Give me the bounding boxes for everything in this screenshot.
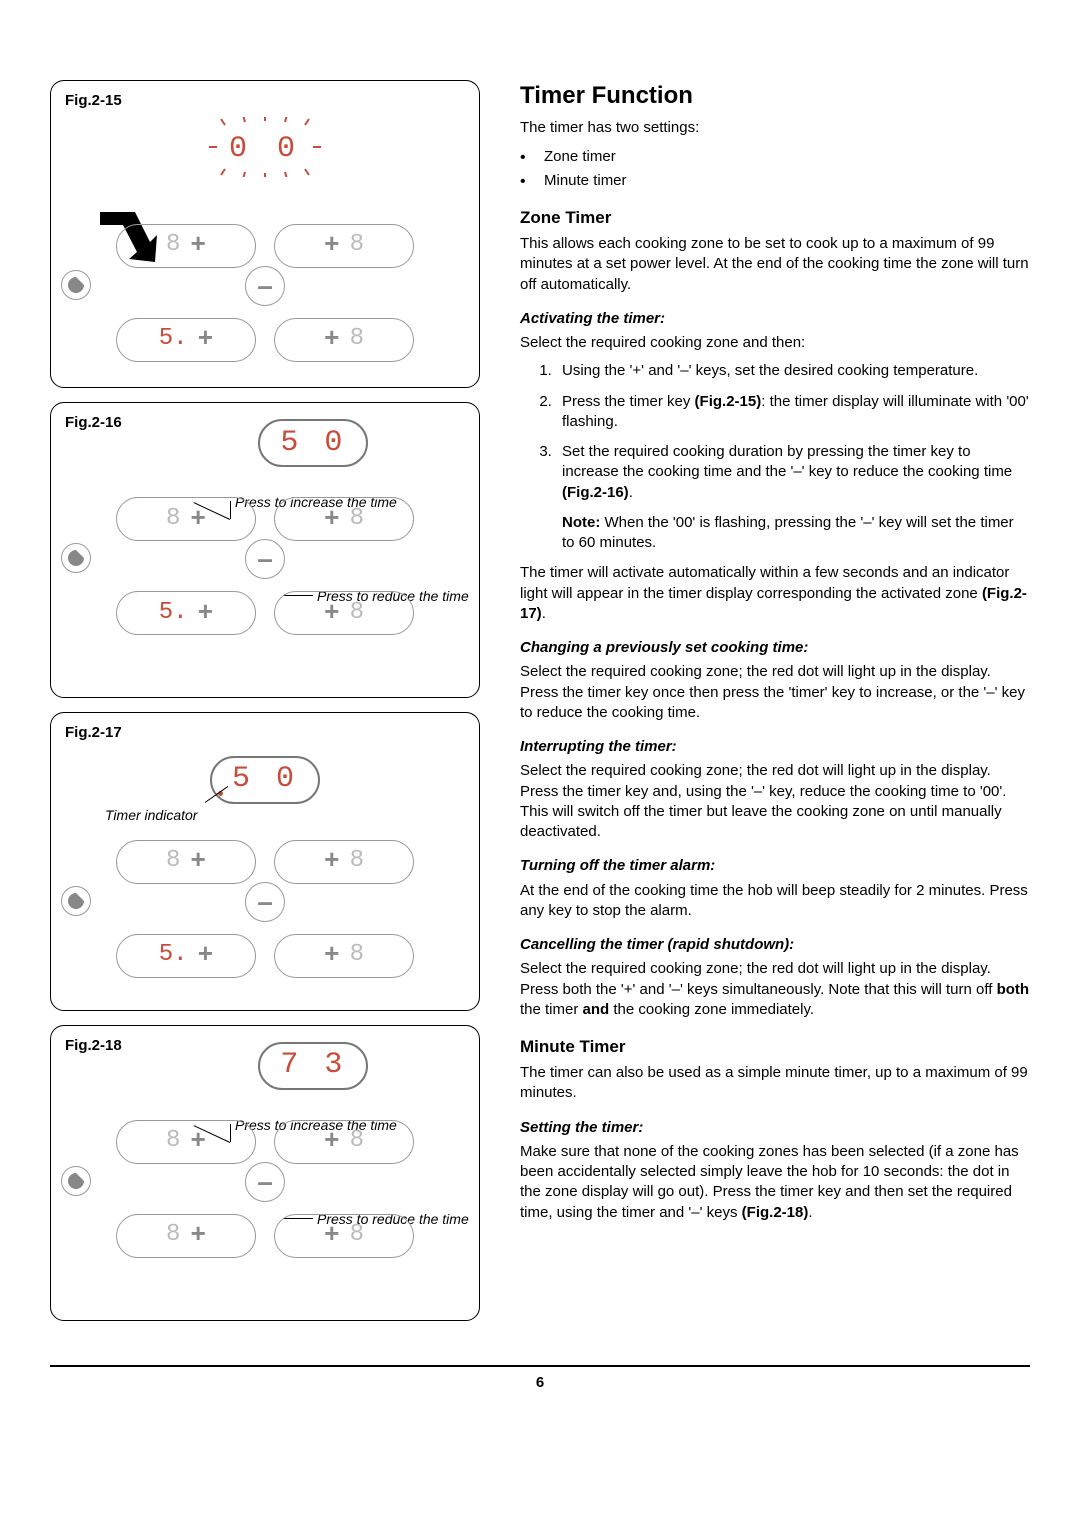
body-text: The timer will activate automatically wi… [520,563,1030,624]
body-text: Select the required cooking zone and the… [520,333,1030,353]
page-footer: 6 [50,1365,1030,1393]
page-layout: Fig.2-15 0 0 [50,80,1030,1335]
note-text: Note: When the '00' is flashing, pressin… [562,513,1030,554]
zone-pill: +8 [274,1120,414,1164]
minus-button: – [245,1162,285,1202]
power-icon [61,1166,91,1196]
body-text: At the end of the cooking time the hob w… [520,881,1030,922]
body-text: Select the required cooking zone; the re… [520,662,1030,723]
setting-heading: Setting the timer: [520,1118,1030,1138]
changing-heading: Changing a previously set cooking time: [520,638,1030,658]
zone-pill: 8+ [116,1214,256,1258]
interrupt-heading: Interrupting the timer: [520,737,1030,757]
minus-button: – [245,539,285,579]
power-icon [61,270,91,300]
figure-2-18: Fig.2-18 7 3 Press to increase the time … [50,1025,480,1321]
zone-pill: 5.+ [116,591,256,635]
figure-2-15: Fig.2-15 0 0 [50,80,480,388]
zone-pill: +8 [274,1214,414,1258]
text-column: Timer Function The timer has two setting… [520,80,1030,1335]
figures-column: Fig.2-15 0 0 [50,80,480,1335]
turnoff-heading: Turning off the timer alarm: [520,856,1030,876]
zone-pill: +8 [274,934,414,978]
intro-text: The timer has two settings: [520,118,1030,138]
zone-pill: 8+ [116,497,256,541]
power-icon [61,886,91,916]
list-item: Press the timer key (Fig.2-15): the time… [556,392,1030,433]
list-item: Set the required cooking duration by pre… [556,442,1030,503]
timer-display: 5 0 [258,419,368,467]
zone-timer-heading: Zone Timer [520,207,1030,230]
body-text: Select the required cooking zone; the re… [520,761,1030,842]
body-text: Make sure that none of the cooking zones… [520,1142,1030,1223]
body-text: Select the required cooking zone; the re… [520,959,1030,1020]
page-number: 6 [536,1374,544,1391]
steps-list: Using the '+' and '–' keys, set the desi… [520,361,1030,503]
list-item: Using the '+' and '–' keys, set the desi… [556,361,1030,381]
zone-pill: +8 [274,591,414,635]
list-item: Minute timer [544,171,1030,191]
figure-label: Fig.2-16 [65,413,122,433]
zone-pill: 8+ [116,1120,256,1164]
bullet-list: Zone timer Minute timer [520,147,1030,192]
zone-pill: +8 [274,840,414,884]
figure-label: Fig.2-15 [65,91,465,111]
body-text: The timer can also be used as a simple m… [520,1063,1030,1104]
timer-display: 7 3 [258,1042,368,1090]
zone-pill: 8+ [116,840,256,884]
activating-heading: Activating the timer: [520,309,1030,329]
timer-display: 0 0 [205,129,325,170]
figure-2-16: Fig.2-16 5 0 Press to increase the time … [50,402,480,698]
zone-pill: +8 [274,224,414,268]
zone-pill: 5.+ [116,318,256,362]
list-item: Zone timer [544,147,1030,167]
figure-label: Fig.2-18 [65,1036,122,1056]
minute-timer-heading: Minute Timer [520,1036,1030,1059]
annotation-indicator: Timer indicator [105,806,197,825]
figure-label: Fig.2-17 [65,723,465,743]
timer-display: 5 0 [210,756,320,804]
zone-pill: 5.+ [116,934,256,978]
page-title: Timer Function [520,80,1030,112]
zone-pill: +8 [274,318,414,362]
minus-button: – [245,266,285,306]
body-text: This allows each cooking zone to be set … [520,234,1030,295]
minus-button: – [245,882,285,922]
zone-pill: +8 [274,497,414,541]
zone-pill: 8+ [116,224,256,268]
figure-2-17: Fig.2-17 5 0 Timer indicator 8+ +8 [50,712,480,1010]
power-icon [61,543,91,573]
cancel-heading: Cancelling the timer (rapid shutdown): [520,935,1030,955]
